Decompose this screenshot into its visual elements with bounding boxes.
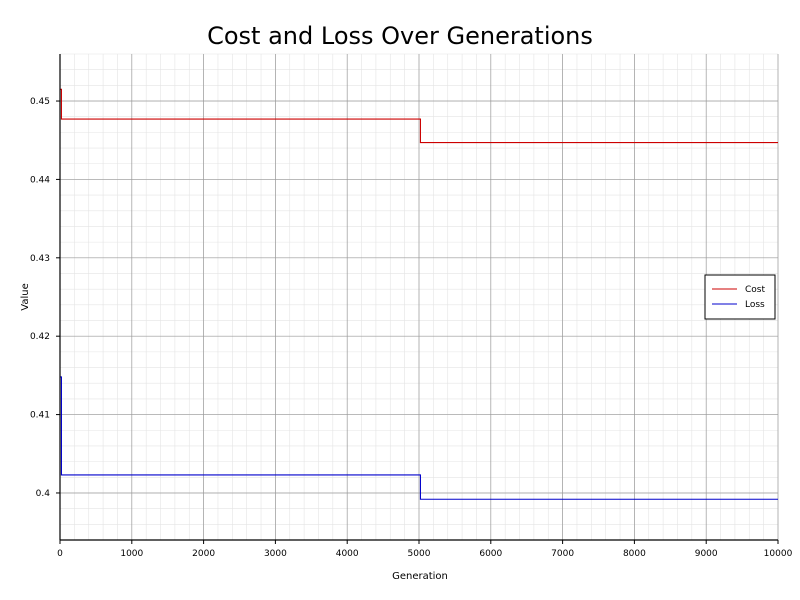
series-line-cost bbox=[60, 88, 778, 144]
x-tick-label: 7000 bbox=[551, 549, 574, 559]
x-tick-label: 8000 bbox=[623, 549, 646, 559]
legend-label-loss: Loss bbox=[745, 300, 765, 310]
x-tick-label: 9000 bbox=[695, 549, 718, 559]
chart-title: Cost and Loss Over Generations bbox=[207, 22, 593, 50]
legend-box bbox=[704, 274, 776, 320]
x-tick-label: 5000 bbox=[408, 549, 431, 559]
y-axis-label: Value bbox=[20, 283, 31, 310]
series-line-loss bbox=[60, 376, 778, 500]
legend: Cost Loss bbox=[704, 274, 776, 320]
ticks-layer: 0 1000 2000 3000 4000 5000 6000 7000 8000 9000 100… bbox=[30, 97, 793, 559]
y-tick-label: 0.45 bbox=[30, 97, 50, 107]
x-tick-label: 2000 bbox=[192, 549, 215, 559]
y-tick-label: 0.43 bbox=[30, 254, 50, 264]
x-tick-label: 4000 bbox=[336, 549, 359, 559]
x-axis-label: Generation bbox=[392, 571, 448, 582]
x-tick-label: 6000 bbox=[479, 549, 502, 559]
x-tick-label: 0 bbox=[57, 549, 63, 559]
y-tick-label: 0.41 bbox=[30, 411, 50, 421]
series-layer bbox=[60, 88, 778, 500]
y-tick-label: 0.44 bbox=[30, 175, 50, 185]
legend-label-cost: Cost bbox=[745, 285, 765, 295]
x-tick-label: 1000 bbox=[120, 549, 143, 559]
y-tick-label: 0.4 bbox=[36, 489, 51, 499]
x-tick-label: 10000 bbox=[764, 549, 793, 559]
y-tick-label: 0.42 bbox=[30, 332, 50, 342]
x-tick-label: 3000 bbox=[264, 549, 287, 559]
